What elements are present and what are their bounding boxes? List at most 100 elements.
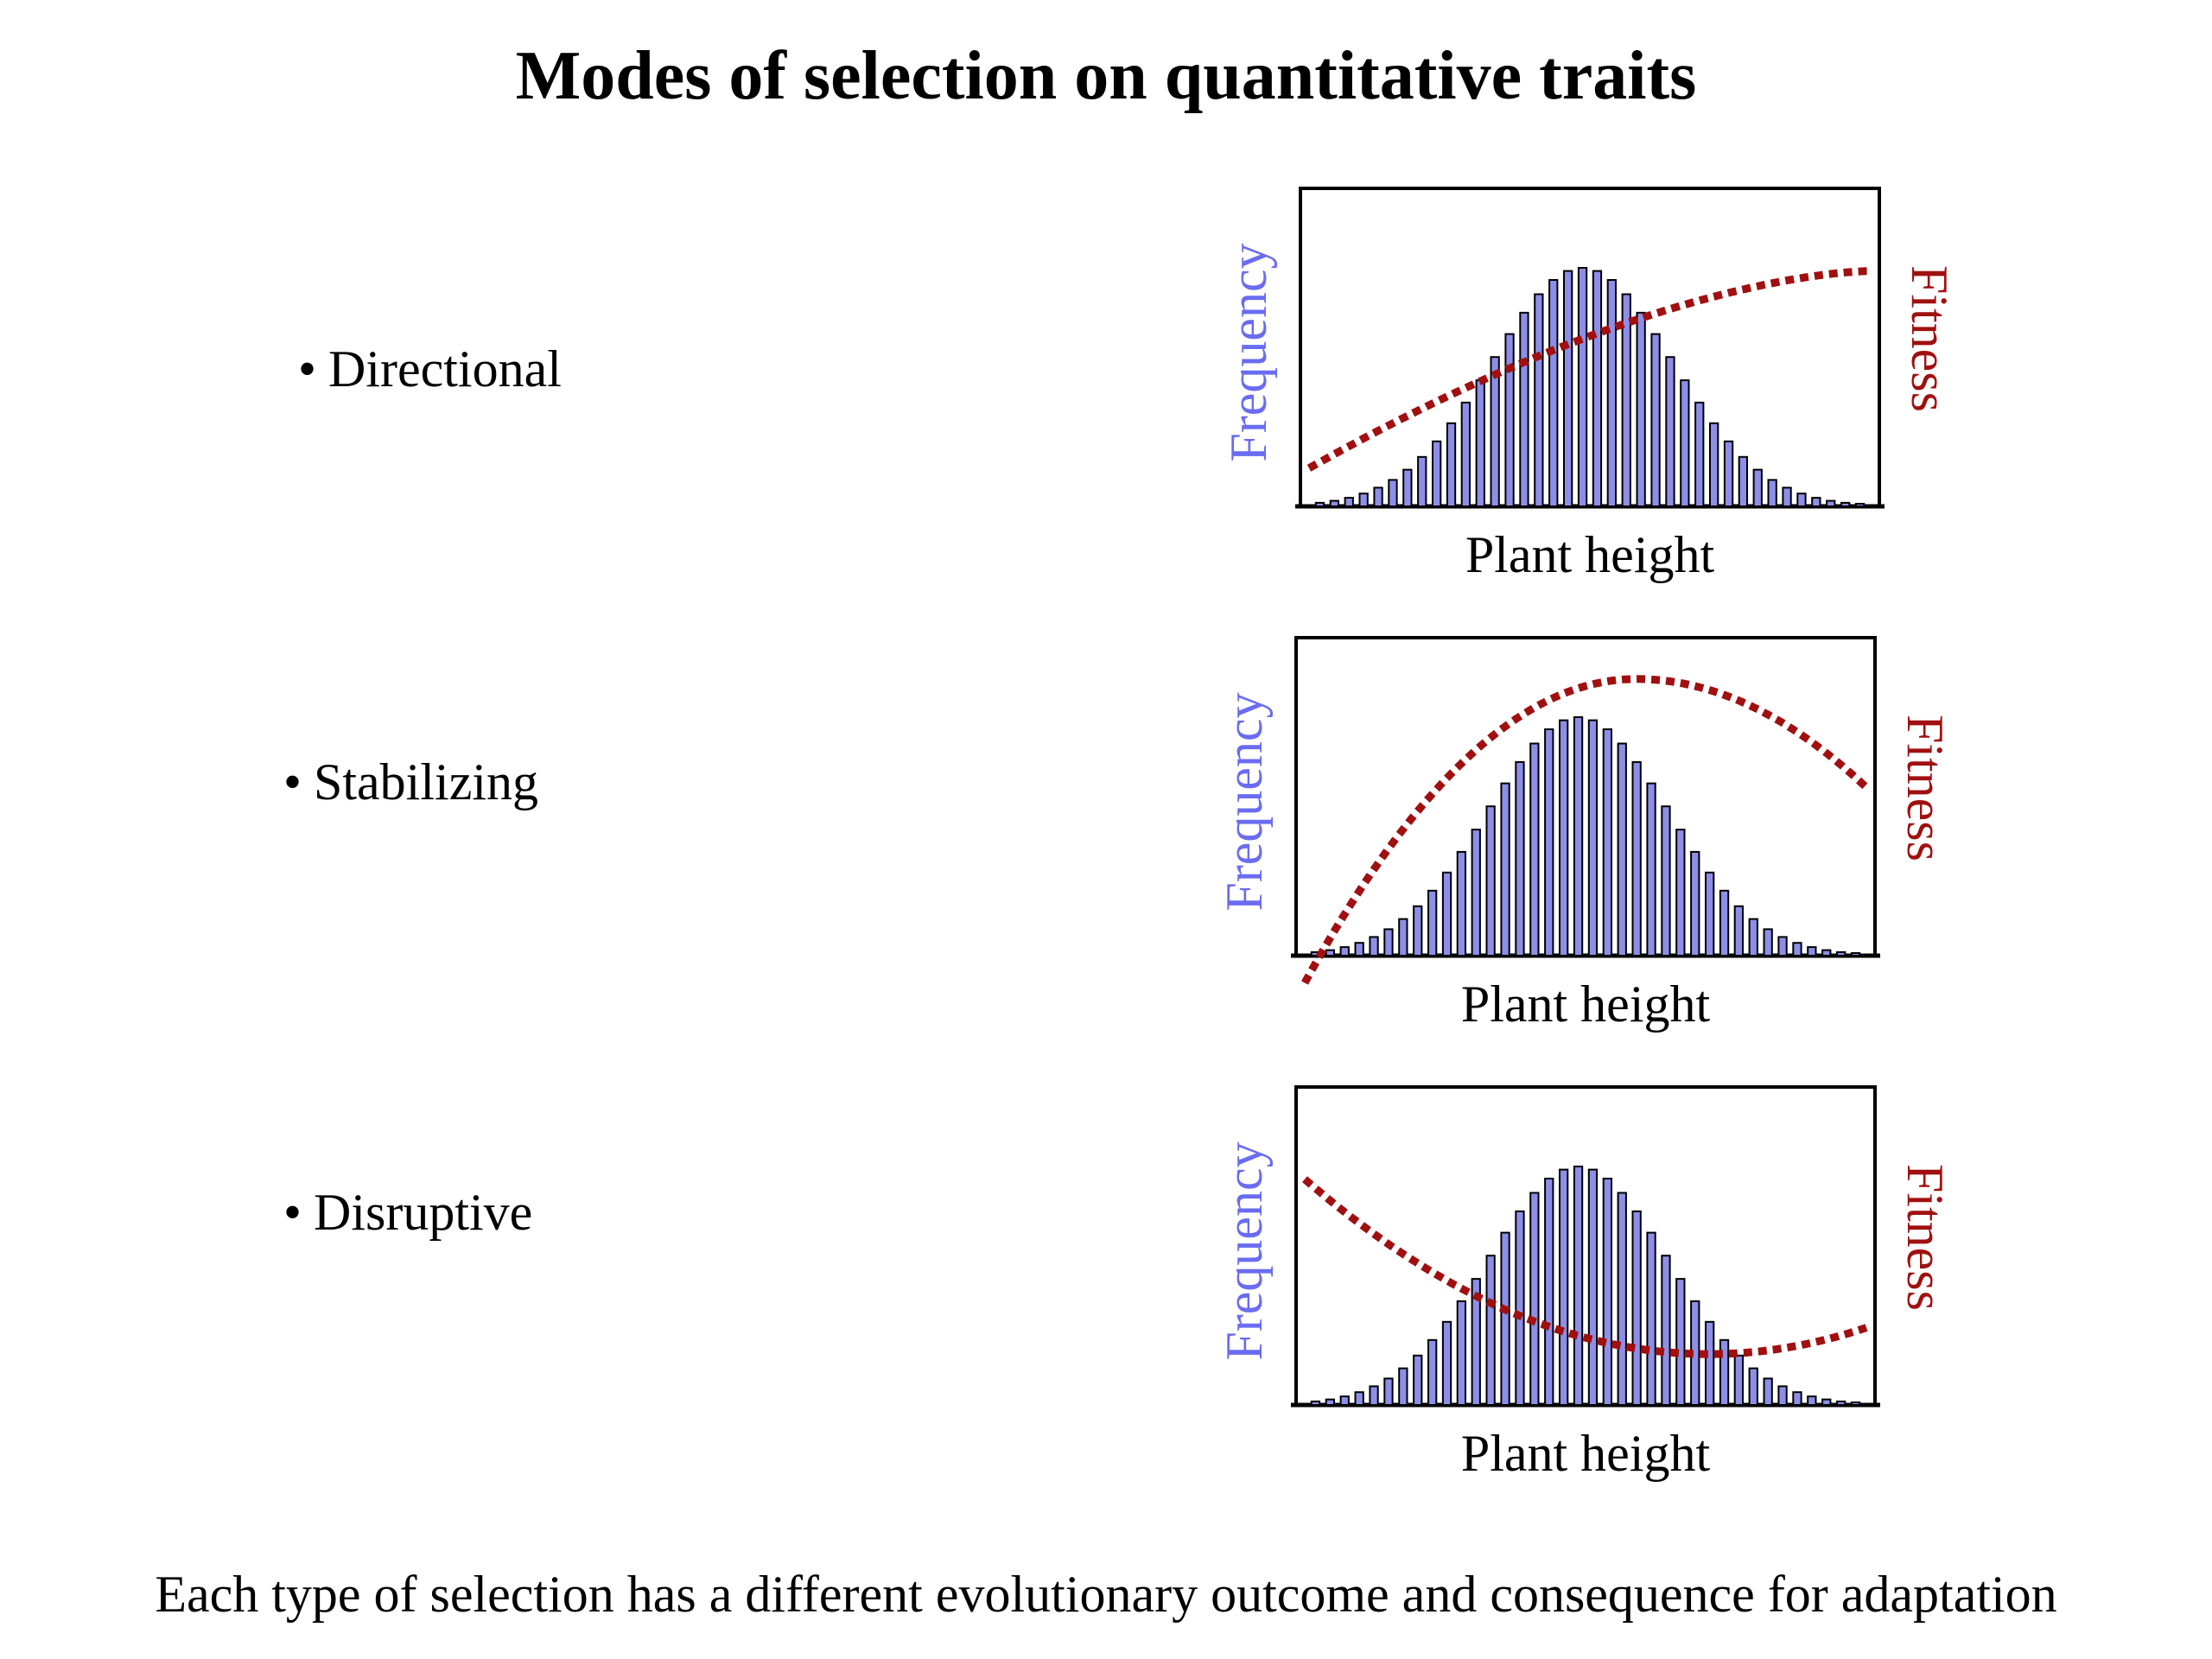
frequency-bar (1646, 1231, 1656, 1406)
frequency-bar (1544, 1178, 1554, 1406)
frequency-bar (1515, 1210, 1525, 1407)
frequency-bar (1836, 950, 1847, 957)
frequency-bar (1719, 889, 1730, 957)
frequency-bar (1427, 889, 1438, 957)
y-axis-label-frequency: Frequency (1220, 243, 1277, 461)
y-axis-label-frequency: Frequency (1216, 692, 1273, 911)
frequency-bar (1354, 942, 1364, 957)
frequency-bar (1383, 1377, 1394, 1407)
frequency-bar (1694, 401, 1705, 507)
frequency-bar (1850, 952, 1861, 957)
y-axis-label-fitness: Fitness (1897, 715, 1954, 861)
frequency-bar (1646, 782, 1656, 957)
frequency-bar (1548, 279, 1559, 507)
frequency-bar (1388, 479, 1398, 508)
bullet-stabilizing: • Stabilizing (283, 752, 538, 812)
selection-chart-1: Plant height Frequency Fitness (1216, 636, 1954, 1033)
frequency-bar (1587, 1168, 1599, 1406)
frequency-bar (1807, 946, 1817, 957)
frequency-bar (1485, 1255, 1496, 1406)
frequency-bar (1432, 440, 1442, 507)
frequency-bar (1763, 928, 1773, 957)
frequency-bar (1471, 1278, 1481, 1406)
frequency-bar (1475, 379, 1485, 507)
frequency-bar (1515, 760, 1525, 957)
frequency-bar (1748, 1367, 1758, 1406)
bullet-directional: • Directional (298, 339, 562, 399)
frequency-bar (1456, 1300, 1466, 1407)
frequency-bar (1490, 356, 1500, 508)
chart-frame (1299, 187, 1881, 508)
footer-caption: Each type of selection has a different e… (155, 1566, 2057, 1623)
frequency-bar (1339, 946, 1350, 957)
frequency-bar (1441, 1320, 1452, 1407)
selection-chart-2: Plant height Frequency Fitness (1216, 1085, 1954, 1482)
frequency-bar (1631, 1210, 1642, 1407)
frequency-bar (1680, 379, 1690, 507)
frequency-bar (1723, 440, 1734, 507)
frequency-bar (1427, 1338, 1438, 1407)
frequency-bar (1339, 1395, 1350, 1406)
frequency-bar (1398, 1367, 1408, 1406)
frequency-bar (1821, 1398, 1832, 1406)
mode-label-disruptive: Disruptive (314, 1184, 533, 1241)
frequency-bar (1602, 1178, 1612, 1406)
frequency-bar (1821, 949, 1832, 957)
frequency-bar (1705, 1320, 1715, 1407)
frequency-bar (1665, 356, 1675, 508)
frequency-bar (1504, 333, 1515, 507)
frequency-bar (1573, 1166, 1584, 1406)
frequency-bar (1777, 1385, 1788, 1407)
frequency-bar (1807, 1395, 1817, 1406)
bullet-disruptive: • Disruptive (283, 1182, 532, 1243)
frequency-bar (1325, 1398, 1335, 1406)
frequency-bar (1402, 468, 1413, 507)
frequency-bar (1413, 905, 1423, 957)
frequency-bar (1621, 293, 1631, 507)
frequency-bar (1500, 1231, 1510, 1406)
fitness-curve (1306, 267, 1872, 472)
frequency-bar (1719, 1338, 1730, 1407)
frequency-bar (1811, 497, 1821, 507)
frequency-bar (1602, 728, 1612, 957)
frequency-bar (1577, 267, 1588, 507)
frequency-bar (1354, 1391, 1364, 1406)
frequency-bar (1358, 493, 1369, 508)
frequency-bar (1826, 499, 1836, 507)
frequency-bar (1460, 401, 1471, 507)
frequency-bar (1369, 1385, 1379, 1407)
frequency-bar (1471, 829, 1481, 957)
mode-label-directional: Directional (328, 340, 562, 397)
frequency-bar (1329, 499, 1339, 507)
frequency-bar (1310, 1400, 1321, 1407)
frequency-bar (1782, 486, 1792, 508)
frequency-bar (1373, 486, 1383, 508)
mode-label-stabilizing: Stabilizing (314, 753, 538, 810)
frequency-bar (1529, 742, 1540, 957)
frequency-bar (1631, 760, 1642, 957)
frequency-bar (1441, 871, 1452, 957)
x-axis-label: Plant height (1461, 1425, 1711, 1482)
x-axis-label: Plant height (1461, 976, 1711, 1033)
frequency-bar (1733, 905, 1744, 957)
frequency-bar (1748, 918, 1758, 957)
frequency-bar (1563, 270, 1573, 507)
chart-frame (1294, 1085, 1877, 1407)
frequency-bar (1675, 829, 1686, 957)
frequency-bar (1792, 942, 1802, 957)
fitness-curve (1301, 675, 1870, 985)
frequency-bar (1617, 1192, 1627, 1406)
bullet-symbol: • (283, 1184, 302, 1241)
frequency-bar (1485, 805, 1496, 957)
frequency-bar (1573, 716, 1584, 957)
frequency-bar (1559, 1168, 1569, 1406)
frequency-bar (1636, 311, 1646, 507)
frequency-bar (1398, 918, 1408, 957)
frequency-bar (1767, 479, 1777, 508)
frequency-bar (1796, 493, 1807, 508)
frequency-bar (1325, 949, 1335, 957)
y-axis-label-fitness: Fitness (1897, 1164, 1954, 1311)
selection-chart-0: Plant height Frequency Fitness (1220, 187, 1958, 583)
frequency-bar (1661, 805, 1671, 957)
frequency-bar (1369, 936, 1379, 957)
